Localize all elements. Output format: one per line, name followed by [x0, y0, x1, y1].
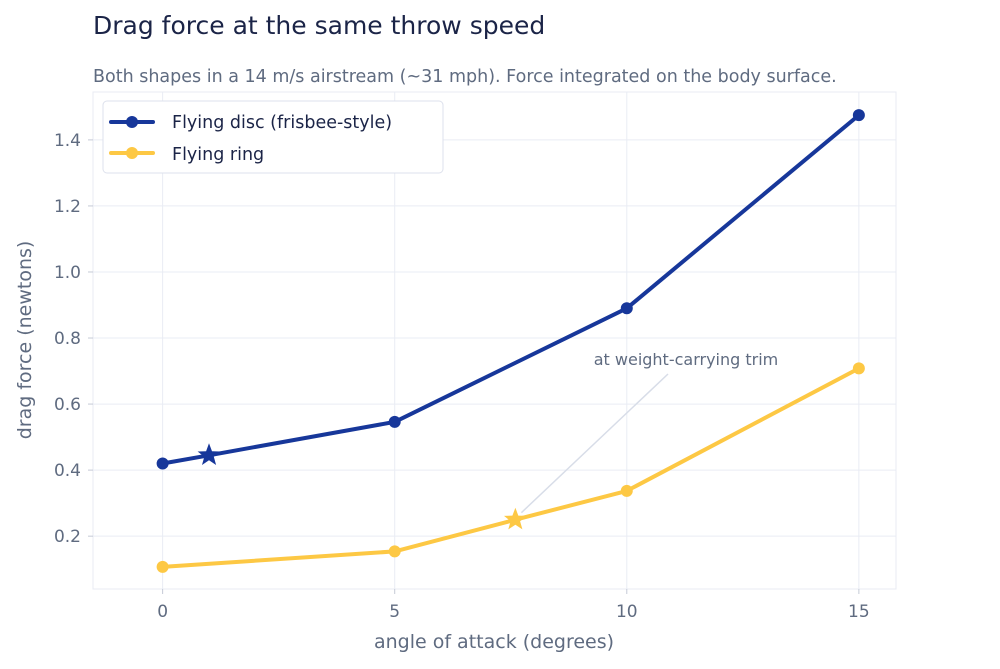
- plot-area: [92, 91, 897, 590]
- y-tick-label: 0.8: [54, 329, 81, 349]
- y-tick-label: 1.0: [54, 263, 81, 283]
- chart-title: Drag force at the same throw speed: [93, 11, 545, 40]
- x-axis-label: angle of attack (degrees): [374, 631, 614, 653]
- data-point-disc: [620, 302, 633, 315]
- y-tick-label: 0.6: [54, 395, 81, 415]
- y-tick-label: 1.2: [54, 197, 81, 217]
- legend-marker-ring: [126, 147, 138, 159]
- data-point-disc: [852, 109, 865, 122]
- annotation-trim-label: at weight-carrying trim: [594, 350, 779, 369]
- annotation-layer: at weight-carrying trim: [520, 350, 779, 514]
- chart-subtitle: Both shapes in a 14 m/s airstream (~31 m…: [93, 67, 837, 87]
- x-tick-label: 15: [848, 602, 870, 622]
- tick-labels: 0 5 10 15 0.2 0.4 0.6 0.8 1.0 1.2 1.4: [54, 131, 870, 622]
- star-marker-ring: [504, 507, 527, 530]
- data-point-disc: [156, 457, 169, 470]
- y-axis-label: drag force (newtons): [14, 241, 36, 440]
- legend-label-ring: Flying ring: [172, 145, 264, 165]
- annotation-leader-line: [520, 373, 669, 514]
- legend: Flying disc (frisbee-style) Flying ring: [102, 100, 444, 174]
- y-tick-label: 0.2: [54, 527, 81, 547]
- star-marker-disc: [197, 443, 221, 465]
- legend-marker-disc: [126, 116, 138, 128]
- data-point-ring: [388, 545, 401, 558]
- x-tick-label: 10: [616, 602, 638, 622]
- x-tick-label: 5: [389, 602, 400, 622]
- data-point-disc: [388, 415, 401, 428]
- legend-box: [102, 100, 444, 174]
- grid-lines: [93, 92, 896, 589]
- y-tick-label: 1.4: [54, 131, 81, 151]
- series-layer: [156, 109, 865, 573]
- data-point-ring: [156, 560, 169, 573]
- x-tick-label: 0: [157, 602, 168, 622]
- data-point-ring: [620, 484, 633, 497]
- y-tick-label: 0.4: [54, 461, 81, 481]
- legend-label-disc: Flying disc (frisbee-style): [172, 113, 392, 133]
- data-point-ring: [852, 362, 865, 375]
